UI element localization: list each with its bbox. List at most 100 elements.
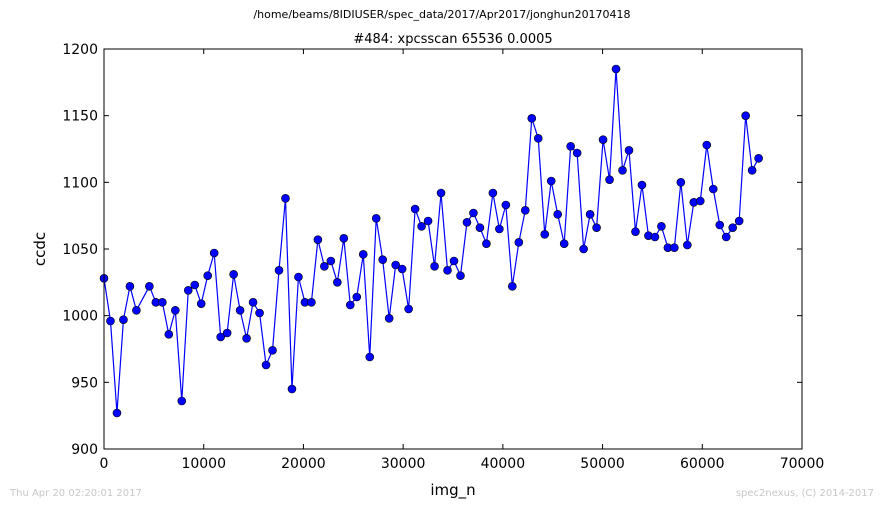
data-point xyxy=(235,306,245,315)
data-point xyxy=(754,154,763,163)
data-point xyxy=(248,298,258,307)
data-point xyxy=(598,135,608,144)
x-tick-label: 30000 xyxy=(381,456,426,472)
data-point xyxy=(125,282,135,291)
x-tick-label: 0 xyxy=(100,456,109,472)
y-tick-label: 1200 xyxy=(62,42,98,58)
data-point xyxy=(397,264,407,274)
data-point xyxy=(585,210,595,219)
footer-timestamp: Thu Apr 20 02:20:01 2017 xyxy=(10,488,142,499)
data-point xyxy=(605,175,614,184)
series-line xyxy=(103,68,760,414)
data-point xyxy=(488,188,498,198)
data-point xyxy=(365,352,375,362)
data-point xyxy=(501,200,511,210)
data-point xyxy=(190,280,200,290)
data-point xyxy=(741,111,750,120)
y-tick-label: 950 xyxy=(71,375,98,391)
data-point xyxy=(274,266,284,275)
y-tick-label: 900 xyxy=(71,442,98,458)
data-point xyxy=(702,140,712,150)
data-point xyxy=(307,298,316,307)
x-tick-label: 40000 xyxy=(481,456,526,472)
data-point xyxy=(183,286,193,295)
data-point xyxy=(475,223,485,232)
data-point xyxy=(384,314,394,323)
axis-ticks: 0 10000 20000 30000 40000 50000 60000 70000 900 9… xyxy=(62,42,824,472)
data-point xyxy=(708,184,718,194)
data-point xyxy=(572,148,582,158)
data-series xyxy=(99,64,763,418)
data-point xyxy=(482,239,491,248)
data-point xyxy=(566,142,575,151)
y-tick-label: 1050 xyxy=(62,242,98,258)
data-point xyxy=(495,224,504,234)
data-point xyxy=(209,248,219,258)
plot-title: #484: xpcsscan 65536 0.0005 xyxy=(353,32,552,47)
data-point xyxy=(371,214,381,223)
data-point xyxy=(242,334,251,343)
data-point xyxy=(527,114,537,123)
data-point xyxy=(508,282,517,291)
data-point xyxy=(261,360,271,370)
data-point xyxy=(339,234,349,243)
data-point xyxy=(520,206,530,215)
y-axis-label: ccdc xyxy=(31,232,49,266)
data-point xyxy=(430,262,439,271)
data-point xyxy=(281,194,290,203)
y-tick-label: 1000 xyxy=(62,309,98,325)
data-point xyxy=(469,208,478,218)
data-point xyxy=(378,255,388,264)
data-point xyxy=(546,176,556,186)
data-point xyxy=(196,299,206,308)
data-point xyxy=(294,272,303,282)
data-point xyxy=(559,239,569,248)
data-point xyxy=(268,346,277,355)
data-point xyxy=(514,238,524,247)
data-point xyxy=(631,227,640,236)
data-point xyxy=(747,166,757,175)
data-point xyxy=(683,240,692,250)
data-point xyxy=(650,232,660,242)
data-point xyxy=(540,230,550,239)
data-point xyxy=(456,271,465,280)
data-point xyxy=(715,220,725,230)
data-point xyxy=(313,235,323,244)
data-point xyxy=(345,300,355,310)
data-point xyxy=(132,306,141,315)
data-point xyxy=(734,216,744,226)
data-point xyxy=(112,408,122,418)
data-point xyxy=(417,222,426,231)
y-tick-label: 1150 xyxy=(62,109,98,125)
data-point xyxy=(579,244,588,254)
data-point xyxy=(695,196,705,206)
data-point xyxy=(222,328,232,338)
data-point xyxy=(177,396,187,406)
data-point xyxy=(158,298,167,307)
plot-frame xyxy=(103,48,803,450)
data-point xyxy=(320,262,329,271)
x-tick-label: 20000 xyxy=(281,456,326,472)
data-point xyxy=(670,243,679,252)
data-point xyxy=(592,223,601,232)
x-tick-label: 60000 xyxy=(680,456,725,472)
data-point xyxy=(553,210,563,219)
data-point xyxy=(728,223,737,232)
data-point xyxy=(216,332,225,342)
data-point xyxy=(203,271,213,280)
data-point xyxy=(637,180,647,190)
data-point xyxy=(657,222,666,231)
x-axis-label: img_n xyxy=(430,481,475,500)
data-point xyxy=(391,260,400,270)
data-point xyxy=(106,316,115,326)
data-point xyxy=(611,64,621,74)
data-point xyxy=(721,232,731,242)
data-point xyxy=(352,292,362,302)
data-point xyxy=(358,250,368,259)
data-point xyxy=(618,166,627,175)
data-point xyxy=(164,330,174,339)
data-point xyxy=(255,308,264,318)
x-tick-label: 70000 xyxy=(780,456,825,472)
data-point xyxy=(170,306,180,315)
data-point xyxy=(462,218,472,227)
